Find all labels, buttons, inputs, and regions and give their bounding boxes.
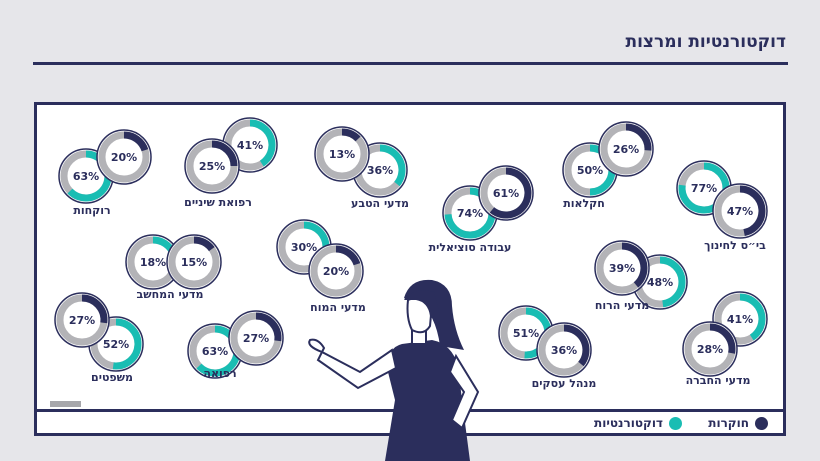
donut-researchers-4-arc [625, 123, 652, 151]
category-label-11: מנהל עסקים [532, 377, 597, 390]
donut-doctoral-8-arc [659, 256, 686, 308]
category-label-7: מדעי המוח [310, 301, 366, 314]
donut-doctoral-5-value-label: 77% [691, 182, 717, 195]
donut-doctoral-2-value-label: 36% [367, 164, 393, 177]
donut-doctoral-9-value-label: 52% [103, 338, 129, 351]
legend-swatch-doctoral [669, 416, 682, 430]
donut-researchers-6: 15% [168, 236, 220, 288]
donut-researchers-11-arc [563, 324, 590, 367]
donut-researchers-3-arc [489, 167, 532, 219]
donut-researchers-7-arc [335, 245, 361, 266]
legend-item-doctoral: דוקטורנטיות [594, 412, 682, 434]
donut-doctoral-11-value-label: 51% [513, 327, 539, 340]
teacher-hair-front [404, 290, 440, 316]
category-label-6: מדעי המחשב [137, 288, 204, 301]
category-label-8: מדעי הרוח [595, 299, 649, 312]
legend-item-researchers: חוקרות [708, 412, 768, 434]
donut-researchers-1: 25% [186, 140, 238, 192]
donut-researchers-8-arc [621, 242, 648, 288]
donut-doctoral-12-arc [739, 293, 766, 341]
donut-doctoral-9-arc [112, 318, 142, 370]
donut-doctoral-2-arc [379, 144, 406, 187]
donut-researchers-8: 39% [596, 242, 648, 294]
category-label-4: חקלאות [563, 197, 605, 210]
donut-researchers-2-value-label: 13% [329, 148, 355, 161]
donut-doctoral-3-value-label: 74% [457, 207, 483, 220]
donut-researchers-12-value-label: 28% [697, 343, 723, 356]
donut-researchers-5-value-label: 47% [727, 205, 753, 218]
teacher-hand [308, 338, 326, 354]
donut-researchers-10-value-label: 27% [243, 332, 269, 345]
donut-researchers-6-arc [193, 236, 215, 252]
donut-researchers-4-value-label: 26% [613, 143, 639, 156]
donut-doctoral-1-arc [249, 119, 276, 167]
category-label-12: מדעי החברה [686, 374, 751, 387]
donut-researchers-11: 36% [538, 324, 590, 376]
donut-researchers-9: 27% [56, 294, 108, 346]
donut-researchers-9-arc [81, 294, 108, 324]
donut-doctoral-0-value-label: 63% [73, 170, 99, 183]
title-rule [33, 62, 788, 65]
donut-doctoral-2: 36% [354, 144, 406, 196]
donut-researchers-4: 26% [600, 123, 652, 175]
donut-researchers-2: 13% [316, 128, 368, 180]
donut-researchers-10-arc [255, 312, 282, 342]
donut-doctoral-10-value-label: 63% [202, 345, 228, 358]
donut-doctoral-10-arc [196, 325, 241, 377]
donut-researchers-7: 20% [310, 245, 362, 297]
donut-researchers-0-arc [123, 131, 149, 152]
donut-researchers-1-value-label: 25% [199, 160, 225, 173]
donut-researchers-1-arc [211, 140, 238, 167]
donut-doctoral-7-value-label: 30% [291, 241, 317, 254]
donut-researchers-6-value-label: 15% [181, 256, 207, 269]
donut-researchers-3: 61% [480, 167, 532, 219]
donut-researchers-3-value-label: 61% [493, 187, 519, 200]
donut-doctoral-8-value-label: 48% [647, 276, 673, 289]
category-label-9: משפטים [91, 371, 133, 384]
category-label-5: בי״ס לחינוך [704, 239, 766, 252]
category-label-2: מדעי הטבע [351, 197, 409, 210]
donut-researchers-5-arc [739, 185, 766, 237]
eraser-icon [50, 401, 81, 407]
donut-doctoral-12: 41% [714, 293, 766, 345]
legend-label-doctoral: דוקטורנטיות [594, 416, 663, 430]
donut-researchers-2-arc [341, 128, 361, 142]
donut-researchers-9-value-label: 27% [69, 314, 95, 327]
category-label-3: עבודה סוציאלית [429, 241, 512, 254]
legend-swatch-researchers [755, 416, 768, 430]
donut-researchers-11-value-label: 36% [551, 344, 577, 357]
donut-doctoral-1-value-label: 41% [237, 139, 263, 152]
teacher-dress [385, 340, 470, 461]
teacher-illustration [308, 279, 480, 461]
category-label-1: רפואת שיניים [184, 196, 252, 209]
donut-researchers-12-arc [709, 323, 736, 354]
donut-researchers-10: 27% [230, 312, 282, 364]
teacher-right-arm [448, 353, 480, 430]
donut-doctoral-12-value-label: 41% [727, 313, 753, 326]
donut-researchers-5: 47% [714, 185, 766, 237]
donut-doctoral-6-value-label: 18% [140, 256, 166, 269]
donut-researchers-0-value-label: 20% [111, 151, 137, 164]
page-title: דוקטורנטיות ומרצות [625, 32, 786, 52]
category-label-10: רפואה [203, 367, 236, 380]
donut-researchers-0: 20% [98, 131, 150, 183]
donut-doctoral-4-value-label: 50% [577, 164, 603, 177]
donut-researchers-8-value-label: 39% [609, 262, 635, 275]
donut-researchers-12: 28% [684, 323, 736, 375]
legend-label-researchers: חוקרות [708, 416, 749, 430]
teacher-left-arm [316, 348, 398, 390]
category-label-0: רוקחות [73, 204, 110, 217]
donut-researchers-7-value-label: 20% [323, 265, 349, 278]
